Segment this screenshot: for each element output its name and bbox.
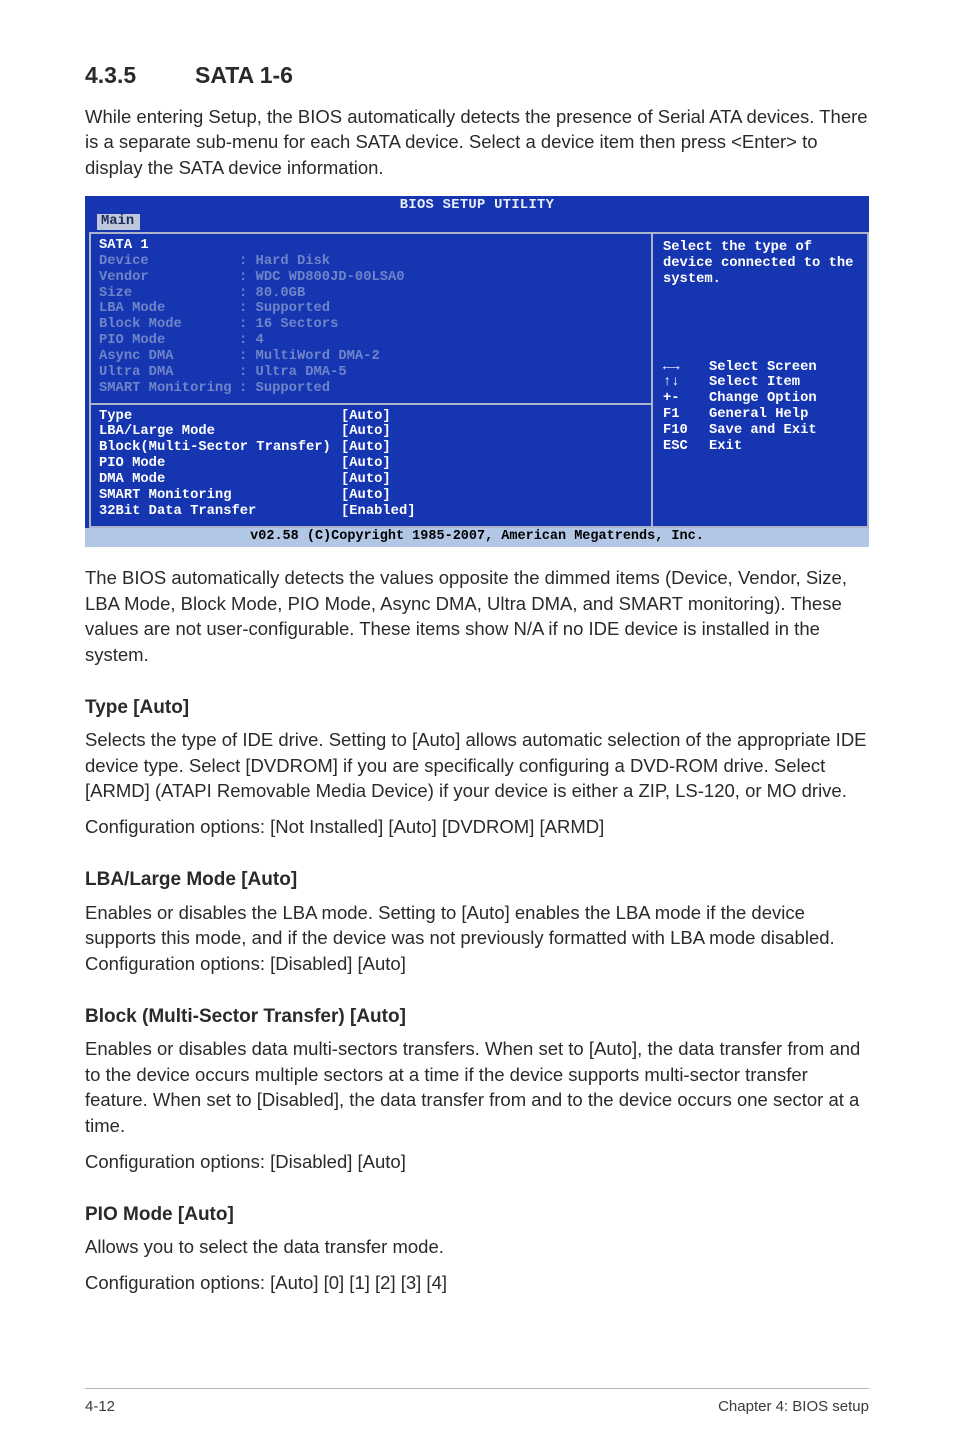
bios-help-text: Select the type of device connected to t… bbox=[663, 240, 861, 288]
subheading-pio: PIO Mode [Auto] bbox=[85, 1202, 869, 1228]
bios-info-panel: SATA 1 Device: Hard DiskVendor: WDC WD80… bbox=[89, 232, 651, 405]
bios-info-row: Ultra DMA: Ultra DMA-5 bbox=[99, 365, 643, 381]
section-title: SATA 1-6 bbox=[195, 62, 293, 88]
bios-help-panel: Select the type of device connected to t… bbox=[651, 232, 869, 528]
bios-config-row: LBA/Large Mode[Auto] bbox=[99, 424, 643, 440]
bios-info-row: Block Mode: 16 Sectors bbox=[99, 317, 643, 333]
bios-info-row: LBA Mode: Supported bbox=[99, 301, 643, 317]
subheading-lba: LBA/Large Mode [Auto] bbox=[85, 867, 869, 893]
block-p1: Enables or disables data multi-sectors t… bbox=[85, 1036, 869, 1138]
subheading-block: Block (Multi-Sector Transfer) [Auto] bbox=[85, 1004, 869, 1030]
bios-tab-main: Main bbox=[97, 214, 140, 230]
bios-config-row: Block(Multi-Sector Transfer)[Auto] bbox=[99, 440, 643, 456]
lba-p: Enables or disables the LBA mode. Settin… bbox=[85, 900, 869, 977]
bios-help-key-row: +-Change Option bbox=[663, 391, 861, 407]
pio-p2: Configuration options: [Auto] [0] [1] [2… bbox=[85, 1270, 869, 1296]
bios-config-row: PIO Mode[Auto] bbox=[99, 456, 643, 472]
subheading-type: Type [Auto] bbox=[85, 695, 869, 721]
bios-help-key-row: ESCExit bbox=[663, 439, 861, 455]
bios-info-row: Size: 80.0GB bbox=[99, 286, 643, 302]
section-heading: 4.3.5SATA 1-6 bbox=[85, 60, 869, 92]
bios-title: BIOS SETUP UTILITY bbox=[85, 196, 869, 214]
bios-tab-row: Main bbox=[85, 214, 869, 232]
bios-help-key-row: F1General Help bbox=[663, 407, 861, 423]
page-footer: 4-12 Chapter 4: BIOS setup bbox=[85, 1388, 869, 1418]
bios-config-row: 32Bit Data Transfer[Enabled] bbox=[99, 504, 643, 520]
type-p1: Selects the type of IDE drive. Setting t… bbox=[85, 727, 869, 804]
chapter-label: Chapter 4: BIOS setup bbox=[718, 1397, 869, 1418]
bios-info-row: SMART Monitoring: Supported bbox=[99, 381, 643, 397]
pio-p1: Allows you to select the data transfer m… bbox=[85, 1234, 869, 1260]
bios-config-row: SMART Monitoring[Auto] bbox=[99, 488, 643, 504]
bios-screenshot: BIOS SETUP UTILITY Main SATA 1 Device: H… bbox=[85, 196, 869, 547]
bios-footer: v02.58 (C)Copyright 1985-2007, American … bbox=[85, 528, 869, 548]
bios-help-key-row: ↑↓Select Item bbox=[663, 375, 861, 391]
bios-help-key-row: F10Save and Exit bbox=[663, 423, 861, 439]
section-number: 4.3.5 bbox=[85, 60, 195, 92]
bios-config-panel: Type[Auto]LBA/Large Mode[Auto]Block(Mult… bbox=[89, 405, 651, 528]
paragraph-after-bios: The BIOS automatically detects the value… bbox=[85, 565, 869, 667]
block-p2: Configuration options: [Disabled] [Auto] bbox=[85, 1149, 869, 1175]
type-p2: Configuration options: [Not Installed] [… bbox=[85, 814, 869, 840]
page-number: 4-12 bbox=[85, 1397, 115, 1418]
bios-info-row: PIO Mode: 4 bbox=[99, 333, 643, 349]
bios-help-keys: ←→Select Screen↑↓Select Item+-Change Opt… bbox=[663, 360, 861, 455]
bios-info-row: Async DMA: MultiWord DMA-2 bbox=[99, 349, 643, 365]
bios-config-row: Type[Auto] bbox=[99, 409, 643, 425]
bios-info-row: Device: Hard Disk bbox=[99, 254, 643, 270]
bios-config-row: DMA Mode[Auto] bbox=[99, 472, 643, 488]
intro-paragraph: While entering Setup, the BIOS automatic… bbox=[85, 104, 869, 181]
bios-info-row: Vendor: WDC WD800JD-00LSA0 bbox=[99, 270, 643, 286]
bios-help-key-row: ←→Select Screen bbox=[663, 360, 861, 376]
bios-panel-title: SATA 1 bbox=[99, 238, 643, 254]
